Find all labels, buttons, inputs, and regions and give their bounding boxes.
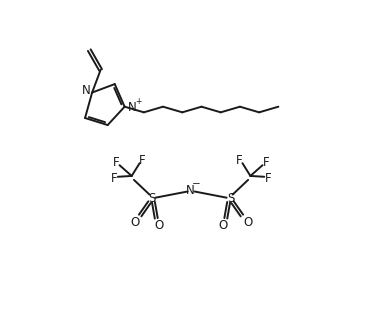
Text: −: −: [192, 178, 201, 188]
Text: N: N: [128, 101, 137, 114]
Text: O: O: [218, 219, 228, 232]
Text: F: F: [265, 172, 271, 185]
Text: F: F: [139, 154, 146, 167]
Text: N: N: [186, 183, 195, 197]
Text: +: +: [135, 97, 141, 106]
Text: O: O: [243, 216, 252, 229]
Text: F: F: [263, 156, 269, 169]
Text: S: S: [148, 192, 155, 205]
Text: F: F: [236, 154, 243, 167]
Text: F: F: [113, 156, 120, 169]
Text: N: N: [81, 84, 90, 97]
Text: S: S: [227, 192, 234, 205]
Text: F: F: [111, 172, 117, 185]
Text: O: O: [130, 216, 139, 229]
Text: O: O: [155, 219, 164, 232]
